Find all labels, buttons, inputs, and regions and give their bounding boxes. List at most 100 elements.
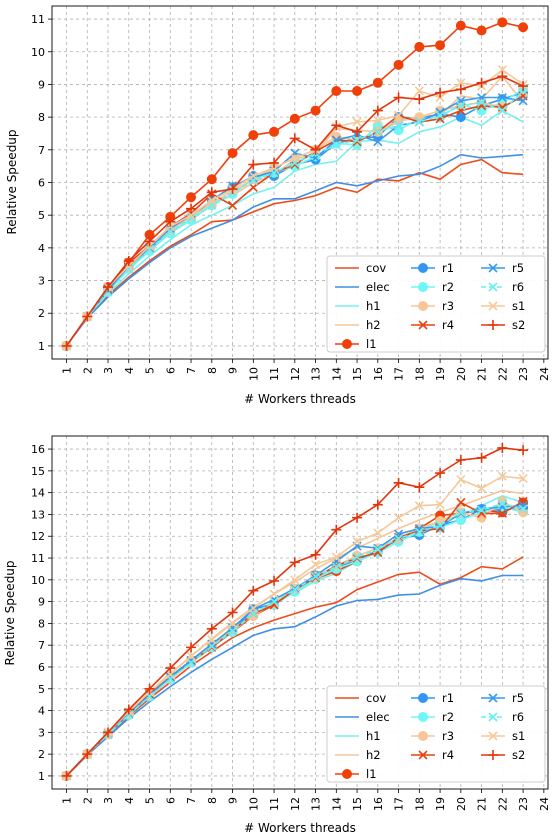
- data-point-r6: [456, 507, 466, 517]
- data-point-r4: [248, 182, 258, 192]
- legend-marker: [418, 282, 428, 292]
- y-tick-label: 2: [38, 307, 45, 320]
- legend-label: s1: [512, 729, 525, 743]
- data-point-r6: [414, 117, 424, 127]
- legend-label: r1: [442, 261, 454, 275]
- data-point-l1: [497, 17, 508, 28]
- y-tick-label: 8: [38, 617, 45, 630]
- data-point-r6: [352, 552, 362, 562]
- data-point-r5: [373, 137, 383, 147]
- data-point-s2: [435, 468, 446, 479]
- legend-label: h2: [366, 748, 381, 762]
- legend-marker: [342, 769, 352, 779]
- legend-label: r4: [442, 318, 454, 332]
- legend-box: [326, 685, 546, 783]
- data-point-s2: [206, 187, 217, 198]
- y-tick-label: 1: [38, 340, 45, 353]
- legend-marker: [488, 731, 498, 741]
- data-point-s2: [186, 203, 197, 214]
- data-point-s1: [227, 618, 238, 628]
- y-tick-label: 13: [31, 508, 45, 521]
- data-point-l1: [206, 174, 217, 185]
- x-tick-label: 10: [247, 367, 260, 381]
- data-point-s2: [269, 575, 280, 586]
- x-tick-label: 12: [289, 797, 302, 811]
- legend-item-r1: r1: [411, 261, 454, 275]
- y-axis-label: Relative Speedup: [3, 560, 17, 665]
- data-point-l1: [352, 85, 363, 96]
- x-tick-label: 1: [61, 797, 74, 804]
- y-tick-label: 1: [38, 770, 45, 783]
- x-tick-label: 2: [81, 367, 94, 374]
- data-point-s2: [269, 157, 280, 168]
- x-tick-label: 14: [330, 797, 343, 811]
- series-line-elec: [65, 153, 524, 347]
- x-tick-label: 5: [144, 367, 157, 374]
- x-tick-label: 13: [310, 367, 323, 381]
- data-point-s1: [373, 115, 383, 125]
- data-point-r6: [435, 520, 445, 530]
- data-point-l1: [310, 105, 321, 116]
- x-tick-label: 15: [351, 367, 364, 381]
- series-cov: [65, 158, 524, 347]
- x-tick-label: 15: [351, 797, 364, 811]
- series-line-cov: [65, 556, 524, 777]
- legend-marker: [488, 263, 498, 273]
- data-point-r3: [476, 512, 487, 523]
- data-point-r6: [290, 585, 300, 595]
- x-tick-label: 7: [185, 367, 198, 374]
- plot-frame: [51, 5, 549, 360]
- data-point-s2: [497, 442, 508, 453]
- data-point-s2: [331, 524, 342, 535]
- x-tick-label: 9: [227, 367, 240, 374]
- x-tick-label: 23: [517, 797, 530, 811]
- data-point-r5: [165, 672, 175, 682]
- x-tick-label: 19: [434, 797, 447, 811]
- data-point-s2: [165, 663, 176, 674]
- data-point-s2: [248, 585, 259, 596]
- data-point-s2: [497, 71, 508, 82]
- x-tick-label: 13: [310, 797, 323, 811]
- data-point-s2: [393, 477, 404, 488]
- data-point-s2: [455, 454, 466, 465]
- legend-marker: [418, 320, 428, 330]
- legend-item-r5: r5: [481, 261, 524, 275]
- data-point-s1: [269, 589, 279, 599]
- y-tick-label: 4: [38, 242, 45, 255]
- series-s1: [61, 471, 528, 781]
- data-point-r5: [497, 92, 507, 103]
- x-tick-label: 11: [268, 367, 281, 381]
- data-point-s1: [207, 195, 217, 206]
- y-tick-label: 5: [38, 683, 45, 696]
- x-axis-label: # Workers threads: [244, 392, 356, 406]
- x-tick-label: 21: [476, 367, 489, 381]
- y-tick-label: 12: [31, 530, 45, 543]
- y-tick-label: 3: [38, 275, 45, 288]
- data-point-r4: [497, 508, 507, 518]
- data-point-s1: [290, 575, 300, 585]
- data-point-s1: [497, 65, 507, 75]
- data-point-r6: [497, 106, 507, 116]
- data-point-s1: [435, 500, 445, 510]
- x-tick-label: 20: [455, 797, 468, 811]
- data-point-r6: [331, 140, 341, 150]
- series-cov: [65, 556, 524, 777]
- legend: cov elec h1 h2 l1 r1 r2 r3 r4 r5 r6 s1 s2: [326, 255, 546, 353]
- legend-marker: [488, 712, 498, 722]
- x-tick-label: 6: [164, 367, 177, 374]
- data-point-s2: [352, 512, 363, 523]
- data-point-r6: [518, 504, 528, 514]
- legend-marker: [418, 263, 428, 273]
- legend-item-h1: h1: [335, 299, 381, 313]
- legend-item-r2: r2: [411, 280, 454, 294]
- x-tick-label: 14: [330, 367, 343, 381]
- data-point-s2: [144, 683, 155, 694]
- data-point-s1: [352, 117, 362, 127]
- legend-item-r5: r5: [481, 691, 524, 705]
- x-tick-label: 23: [517, 367, 530, 381]
- x-tick-label: 10: [247, 797, 260, 811]
- legend-item-s1: s1: [481, 729, 525, 743]
- data-point-s1: [414, 86, 424, 96]
- data-point-s2: [455, 84, 466, 95]
- legend-label: r3: [442, 729, 454, 743]
